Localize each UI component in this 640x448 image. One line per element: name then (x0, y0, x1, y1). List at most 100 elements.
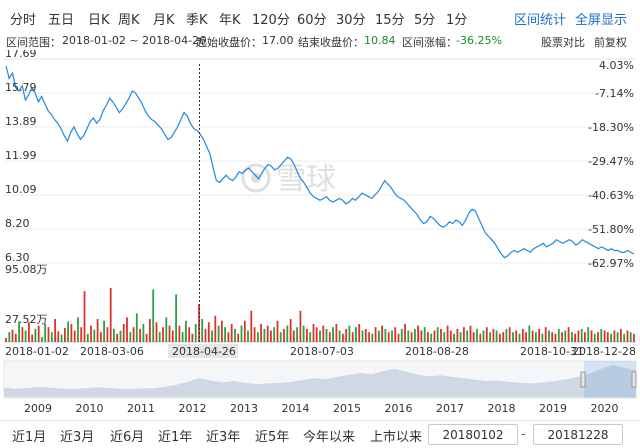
volume-bar (417, 325, 419, 342)
volume-bar (70, 324, 73, 342)
volume-bar (446, 325, 449, 342)
volume-bar (433, 330, 436, 342)
volume-bar (593, 333, 596, 342)
y-axis-pct-label: 4.03% (599, 59, 634, 72)
volume-bar (37, 325, 40, 342)
timeline-left-handle[interactable] (580, 371, 586, 388)
volume-bar (512, 332, 514, 342)
volume-bar (554, 333, 557, 342)
timeline-selection[interactable] (584, 361, 636, 398)
end-close-value: 10.84 (364, 34, 396, 47)
timeline-year-label: 2010 (76, 402, 104, 415)
volume-bar (83, 291, 86, 342)
volume-bar (584, 332, 586, 342)
volume-bar (50, 332, 53, 342)
price-chart[interactable]: 雪球 17.69 15.79 13.89 11.99 10.09 8.20 6.30 4.0… (0, 50, 640, 420)
volume-bar (257, 332, 259, 342)
volume-bar (116, 333, 119, 342)
volume-bar (492, 328, 495, 342)
volume-bar (574, 333, 576, 342)
volume-bar (571, 332, 573, 342)
range-3-years[interactable]: 近3年 (206, 430, 241, 445)
volume-bar (466, 330, 469, 342)
volume-bar (67, 321, 69, 342)
volume-bar (420, 330, 423, 342)
volume-bar (597, 332, 599, 342)
grid-lines (4, 58, 636, 343)
volume-bar (600, 328, 603, 342)
volume-bar (28, 322, 30, 342)
volume-bar (603, 330, 606, 342)
forward-adjust-button[interactable]: 前复权 (594, 36, 627, 49)
volume-bar (328, 332, 331, 342)
range-ytd[interactable]: 今年以来 (303, 430, 356, 445)
tab-30min[interactable]: 30分 (336, 13, 366, 28)
volume-bar (463, 327, 465, 342)
volume-bar (338, 330, 341, 342)
volume-bar (577, 330, 580, 342)
y-axis-pct-label: -51.80% (588, 223, 634, 236)
volume-bar (351, 332, 354, 342)
volume-bar (60, 334, 63, 342)
tab-intraday[interactable]: 分时 (10, 13, 37, 28)
volume-bar (361, 330, 364, 342)
volume-bar (139, 328, 141, 342)
volume-bar (479, 333, 482, 342)
range-1-month[interactable]: 近1月 (12, 430, 47, 445)
volume-bar (126, 317, 128, 342)
volume-bar (499, 333, 501, 342)
volume-bar (250, 310, 253, 342)
volume-bar (237, 333, 240, 342)
volume-bar (548, 330, 550, 342)
tab-15min[interactable]: 15分 (375, 13, 405, 28)
tab-five-day[interactable]: 五日 (48, 13, 75, 28)
watermark-text: 雪球 (276, 162, 336, 197)
volume-bar (358, 324, 361, 342)
tab-5min[interactable]: 5分 (414, 13, 436, 28)
tab-weekly-k[interactable]: 周K (118, 13, 140, 28)
volume-bar (185, 320, 187, 342)
timeline-year-label: 2017 (436, 402, 464, 415)
tab-120min[interactable]: 120分 (252, 13, 290, 28)
date-to-input[interactable] (533, 424, 623, 445)
tab-monthly-k[interactable]: 月K (153, 13, 175, 28)
timeline-year-label: 2013 (230, 402, 258, 415)
price-line (5, 65, 635, 259)
range-6-months[interactable]: 近6月 (110, 430, 145, 445)
tab-60min[interactable]: 60分 (297, 13, 327, 28)
tab-1min[interactable]: 1分 (446, 13, 468, 28)
volume-bar (234, 328, 236, 342)
volume-bar (243, 320, 246, 342)
fullscreen-link[interactable]: 全屏显示 (575, 13, 628, 28)
timeline-right-handle[interactable] (631, 371, 637, 388)
tab-daily-k[interactable]: 日K (88, 13, 110, 28)
range-3-months[interactable]: 近3月 (60, 430, 95, 445)
volume-bar (270, 330, 272, 342)
timeline-year-label: 2012 (179, 402, 207, 415)
tab-yearly-k[interactable]: 年K (219, 13, 241, 28)
interval-stats-link[interactable]: 区间统计 (514, 13, 567, 28)
volume-bar (404, 324, 406, 342)
range-1-year[interactable]: 近1年 (158, 430, 193, 445)
volume-bar (296, 327, 298, 342)
volume-bar (531, 330, 534, 342)
range-since-listing[interactable]: 上市以来 (370, 430, 423, 445)
volume-bar (345, 328, 348, 342)
y-axis-label: 11.99 (5, 149, 37, 162)
volume-bar (521, 328, 524, 342)
volume-bar (14, 333, 17, 342)
tab-quarterly-k[interactable]: 季K (186, 13, 208, 28)
date-from-input[interactable] (428, 424, 518, 445)
volume-bar (57, 331, 60, 342)
volume-bar (384, 328, 387, 342)
volume-bar (142, 324, 145, 342)
volume-bar (485, 327, 488, 342)
stock-compare-button[interactable]: 股票对比 (541, 36, 585, 49)
volume-bar (312, 324, 315, 342)
volume-bar (423, 327, 426, 342)
range-5-years[interactable]: 近5年 (255, 430, 290, 445)
volume-bar (371, 333, 374, 342)
volume-bar (489, 332, 491, 342)
volume-mid-label: 27.52万 (5, 313, 48, 326)
timeline-year-label: 2020 (591, 402, 619, 415)
